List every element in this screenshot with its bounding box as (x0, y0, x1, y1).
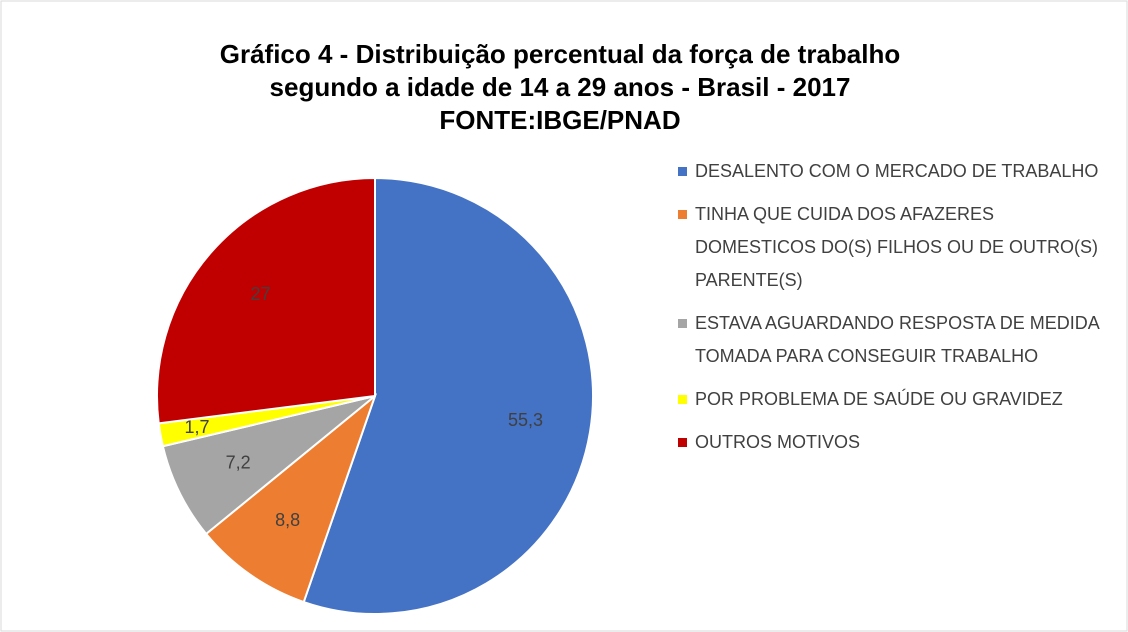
pie-slice (302, 176, 594, 615)
legend-label: POR PROBLEMA DE SAÚDE OU GRAVIDEZ (695, 389, 1063, 409)
legend-item: POR PROBLEMA DE SAÚDE OU GRAVIDEZ (678, 383, 1108, 416)
chart-title: FONTE:IBGE/PNAD (439, 105, 680, 135)
legend-swatch (678, 167, 687, 176)
legend-item: ESTAVA AGUARDANDO RESPOSTA DE MEDIDA TOM… (678, 307, 1108, 373)
legend-swatch (678, 395, 687, 404)
pie-slice (204, 392, 378, 604)
legend-label: DESALENTO COM O MERCADO DE TRABALHO (695, 161, 1099, 181)
data-label: 1,7 (184, 417, 209, 437)
legend-item: TINHA QUE CUIDA DOS AFAZERES DOMESTICOS … (678, 198, 1108, 297)
legend: DESALENTO COM O MERCADO DE TRABALHO TINHA… (678, 155, 1108, 469)
legend-label: OUTROS MOTIVOS (695, 432, 861, 452)
legend-swatch (678, 319, 687, 328)
legend-swatch (678, 210, 687, 219)
legend-swatch (678, 438, 687, 447)
legend-label: TINHA QUE CUIDA DOS AFAZERES DOMESTICOS … (695, 204, 1099, 290)
pie-slice (161, 395, 376, 536)
legend-item: OUTROS MOTIVOS (678, 426, 1108, 459)
data-label: 7,2 (226, 452, 251, 472)
data-label: 55,3 (508, 410, 543, 430)
legend-label: ESTAVA AGUARDANDO RESPOSTA DE MEDIDA TOM… (695, 313, 1099, 366)
pie-slice (156, 176, 376, 425)
chart-title: segundo a idade de 14 a 29 anos - Brasil… (270, 72, 851, 102)
data-label: 27 (251, 284, 271, 304)
chart-title: Gráfico 4 - Distribuição percentual da f… (220, 39, 901, 69)
legend-item: DESALENTO COM O MERCADO DE TRABALHO (678, 155, 1108, 188)
data-label: 8,8 (275, 510, 300, 530)
